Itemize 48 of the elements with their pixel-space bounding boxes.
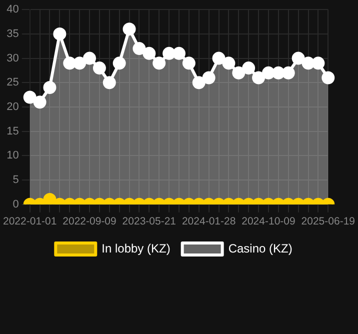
point [43,81,56,94]
legend-label: In lobby (KZ) [102,241,170,256]
x-tick-label: 2024-10-09 [242,216,296,228]
point [292,52,305,65]
y-tick-label: 0 [12,198,19,210]
y-tick-label: 40 [6,4,19,16]
point [222,56,236,70]
point [83,52,96,65]
y-tick-label: 10 [6,150,19,162]
point [272,66,285,80]
point [182,56,196,70]
point [63,56,76,70]
x-tick-label: 2024-01-28 [182,216,236,228]
point [162,46,176,60]
point [33,96,46,109]
point [192,76,206,90]
x-tick-label: 2022-09-09 [62,216,117,228]
point [312,56,325,70]
point [142,46,156,60]
point [102,76,116,90]
x-tick-label: 2022-01-01 [2,216,57,228]
y-tick-label: 35 [6,28,19,40]
point [232,66,246,80]
y-tick-label: 15 [6,125,19,138]
point [132,42,146,56]
point [112,56,126,70]
y-tick-label: 20 [6,101,19,114]
point [252,71,266,84]
x-tick-label: 2023-05-21 [122,216,176,228]
point [282,66,295,80]
y-tick-label: 30 [6,52,19,64]
y-tick-label: 25 [6,76,19,89]
point [262,66,275,80]
point [53,27,66,40]
point [122,22,136,36]
x-tick-label: 2025-06-19 [301,216,356,228]
point [302,56,315,70]
y-tick-label: 5 [12,174,19,186]
point [152,56,166,70]
point [92,62,106,75]
legend-label: Casino (KZ) [228,241,292,256]
point [73,56,86,70]
point [23,90,36,104]
point [242,62,256,75]
point [202,71,216,84]
point [212,52,226,65]
point [322,71,335,84]
point [172,46,186,60]
